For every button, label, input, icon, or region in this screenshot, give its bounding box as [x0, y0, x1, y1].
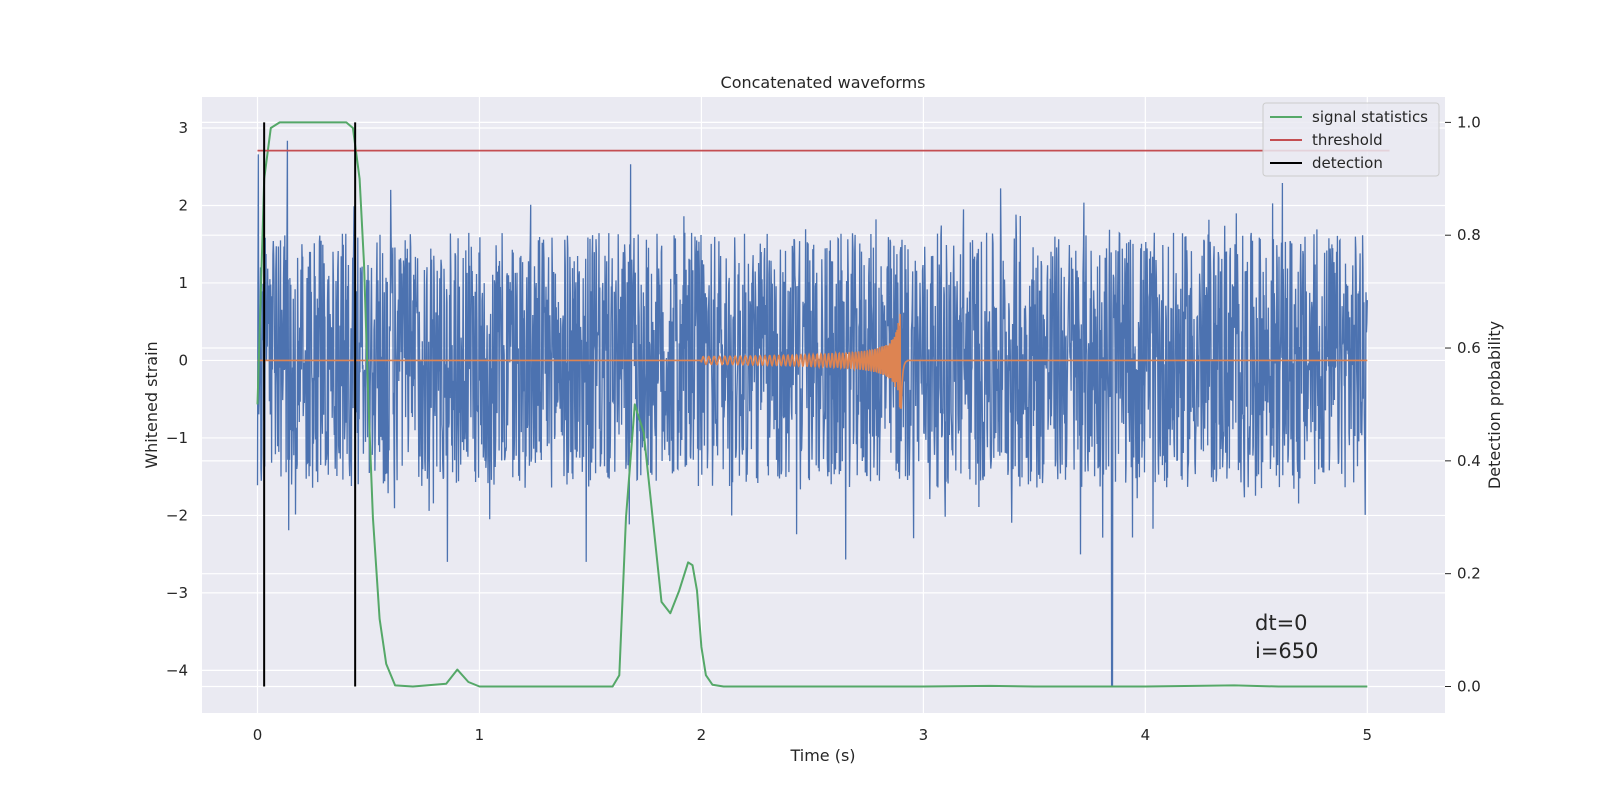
strain-series-line — [256, 140, 1368, 687]
x-tick-label: 0 — [253, 726, 263, 744]
y-tick-label: −4 — [166, 661, 188, 679]
x-tick-label: 3 — [919, 726, 929, 744]
y-tick-label: 2 — [178, 196, 188, 214]
injection-series-line — [257, 313, 1368, 409]
y-axis-label: Whitened strain — [142, 341, 161, 468]
y2-axis-label: Detection probability — [1485, 321, 1504, 489]
y-tick-label: −2 — [166, 506, 188, 524]
x-tick-label: 5 — [1363, 726, 1373, 744]
y2-tick-label: 0.6 — [1457, 339, 1481, 357]
y-tick-label: 0 — [178, 351, 188, 369]
chart-title: Concatenated waveforms — [721, 73, 926, 92]
legend-box — [1262, 102, 1440, 177]
y2-tick-label: 1.0 — [1457, 113, 1481, 131]
y2-tick-label: 0.8 — [1457, 226, 1481, 244]
legend-label-detection: detection — [1312, 154, 1383, 172]
tick-layer: 0 1 2 3 4 5 3 2 1 0 −1 −2 −3 −4 1.0 0.8 0.6 0.4 0.2 0.0 — [166, 113, 1481, 744]
legend-label-signal-statistics: signal statistics — [1312, 108, 1428, 126]
y-tick-label: −3 — [166, 584, 188, 602]
x-axis-label: Time (s) — [789, 746, 855, 765]
legend-label-threshold: threshold — [1312, 131, 1383, 149]
legend: signal statistics threshold detection — [1262, 102, 1440, 177]
series-layer — [256, 121, 1390, 688]
x-tick-label: 4 — [1141, 726, 1151, 744]
signal-statistics-line — [256, 121, 1368, 688]
y-tick-label: 3 — [178, 119, 188, 137]
y2-tick-label: 0.0 — [1457, 677, 1481, 695]
y2-tick-label: 0.2 — [1457, 565, 1481, 583]
x-tick-label: 2 — [697, 726, 707, 744]
y-tick-label: 1 — [178, 274, 188, 292]
y-tick-label: −1 — [166, 429, 188, 447]
x-tick-label: 1 — [475, 726, 485, 744]
y2-tick-label: 0.4 — [1457, 452, 1481, 470]
annotation-i: i=650 — [1255, 639, 1319, 663]
annotation-dt: dt=0 — [1255, 611, 1308, 635]
